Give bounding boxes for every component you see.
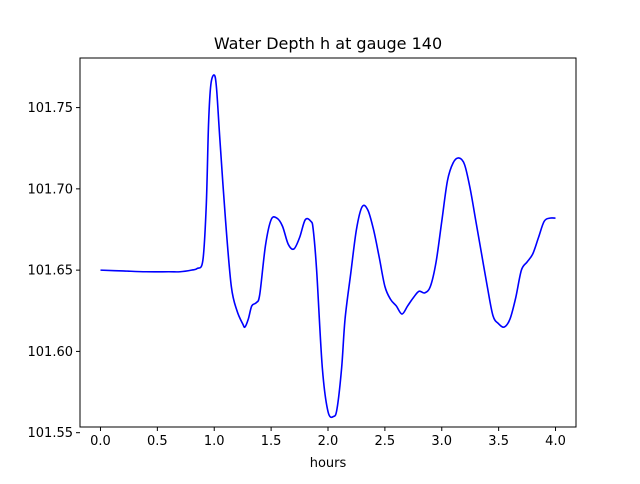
x-axis-ticks: 0.0 0.5 1.0 1.5 2.0 2.5 3.0 3.5 4.0	[90, 427, 566, 449]
y-tick-label: 101.75	[28, 101, 74, 116]
x-tick-label: 4.0	[545, 434, 566, 449]
x-axis-label: hours	[310, 456, 347, 471]
y-tick-label: 101.55	[28, 426, 74, 441]
y-tick-label: 101.70	[28, 182, 74, 197]
x-tick-label: 2.0	[318, 434, 339, 449]
x-tick-label: 2.5	[375, 434, 396, 449]
plot-frame	[79, 57, 577, 428]
series-line	[100, 74, 556, 419]
y-axis-ticks: 101.55 101.60 101.65 101.70 101.75	[28, 101, 80, 441]
y-tick-label: 101.65	[28, 264, 74, 279]
x-tick-label: 0.5	[147, 434, 168, 449]
y-tick-label: 101.60	[28, 345, 74, 360]
x-tick-label: 1.0	[204, 434, 225, 449]
x-tick-label: 0.0	[90, 434, 111, 449]
x-tick-label: 3.5	[488, 434, 509, 449]
x-tick-label: 3.0	[431, 434, 452, 449]
x-tick-label: 1.5	[261, 434, 282, 449]
chart-title: Water Depth h at gauge 140	[214, 34, 442, 53]
